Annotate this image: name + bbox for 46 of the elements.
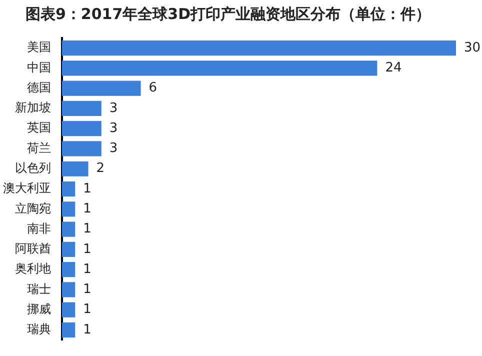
data-label: 3 bbox=[109, 141, 118, 156]
bar bbox=[62, 80, 141, 96]
bar bbox=[62, 100, 102, 116]
y-tick-label: 德国 bbox=[27, 80, 51, 94]
data-label: 1 bbox=[83, 202, 92, 217]
y-tick-label: 新加坡 bbox=[15, 100, 51, 115]
y-tick-label: 美国 bbox=[27, 40, 51, 54]
y-tick-label: 英国 bbox=[27, 120, 51, 135]
data-label: 1 bbox=[83, 181, 92, 196]
y-tick-label: 以色列 bbox=[15, 160, 51, 175]
bar bbox=[62, 322, 76, 338]
data-label: 1 bbox=[83, 282, 92, 298]
data-label: 24 bbox=[385, 60, 402, 76]
y-tick-label: 荷兰 bbox=[27, 140, 51, 155]
data-label: 30 bbox=[464, 40, 481, 56]
data-label: 1 bbox=[83, 302, 92, 318]
bar bbox=[62, 282, 76, 298]
data-label: 1 bbox=[83, 242, 92, 257]
bar bbox=[62, 161, 88, 176]
y-tick-label: 挪威 bbox=[27, 302, 51, 316]
bar bbox=[62, 121, 102, 136]
bar bbox=[62, 181, 76, 197]
data-label: 1 bbox=[83, 222, 92, 237]
y-tick-label: 澳大利亚 bbox=[3, 181, 51, 196]
data-label: 3 bbox=[109, 120, 118, 136]
bar bbox=[62, 60, 378, 76]
bar bbox=[62, 202, 76, 217]
y-tick-label: 奥利地 bbox=[15, 262, 51, 276]
y-tick-label: 中国 bbox=[27, 60, 51, 74]
data-label: 2 bbox=[96, 161, 105, 176]
bar bbox=[62, 302, 76, 318]
data-label: 3 bbox=[109, 100, 118, 116]
bar bbox=[62, 262, 76, 278]
data-label: 1 bbox=[83, 262, 92, 277]
bar bbox=[62, 242, 76, 257]
chart-title: 图表9：2017年全球3D打印产业融资地区分布（单位：件） bbox=[25, 4, 431, 23]
y-tick-label: 南非 bbox=[27, 221, 51, 236]
bar bbox=[62, 141, 102, 156]
y-tick-label: 瑞士 bbox=[27, 282, 51, 296]
y-tick-label: 立陶宛 bbox=[15, 201, 51, 216]
y-tick-label: 阿联酋 bbox=[15, 242, 51, 256]
data-label: 6 bbox=[148, 80, 158, 96]
bar bbox=[62, 222, 76, 237]
bar bbox=[62, 40, 456, 56]
data-label: 1 bbox=[83, 322, 92, 338]
y-tick-label: 瑞典 bbox=[27, 322, 51, 336]
